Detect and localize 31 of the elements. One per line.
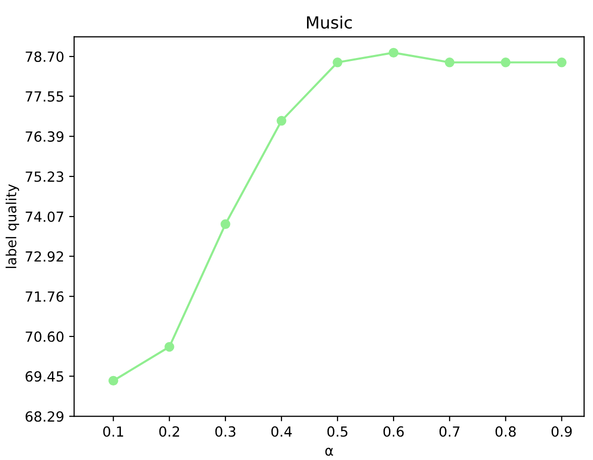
y-axis-title: label quality: [6, 184, 20, 268]
x-tick-label: 0.5: [327, 426, 348, 437]
y-tick-label: 78.70: [26, 51, 64, 62]
x-tick-label: 0.9: [552, 426, 572, 437]
x-tick-label: 0.7: [439, 426, 460, 437]
x-tick-label: 0.6: [383, 426, 404, 437]
y-tick-label: 75.23: [26, 171, 64, 182]
point: [500, 58, 511, 68]
point: [164, 342, 174, 352]
x-tick-label: 0.2: [159, 426, 180, 437]
x-tick-label: 0.1: [103, 426, 124, 437]
point: [444, 58, 454, 68]
y-tick-label: 72.92: [26, 251, 64, 262]
y-tick-label: 77.55: [26, 91, 64, 102]
y-tick-label: 74.07: [26, 211, 64, 222]
x-tick-label: 0.8: [496, 426, 516, 437]
x-tick-label: 0.3: [215, 426, 236, 437]
y-tick-label: 69.45: [26, 371, 64, 382]
point: [332, 58, 342, 68]
point: [556, 58, 567, 68]
point: [276, 116, 286, 126]
x-axis-title: α: [325, 448, 334, 456]
point: [388, 48, 398, 58]
chart-title: Music: [307, 16, 352, 29]
point: [220, 219, 230, 229]
x-tick-label: 0.4: [271, 426, 292, 437]
y-tick-label: 70.60: [26, 331, 64, 342]
y-tick-label: 68.29: [26, 411, 64, 422]
y-tick-label: 71.76: [26, 291, 64, 302]
y-tick-label: 76.39: [26, 131, 64, 142]
point: [108, 376, 118, 386]
